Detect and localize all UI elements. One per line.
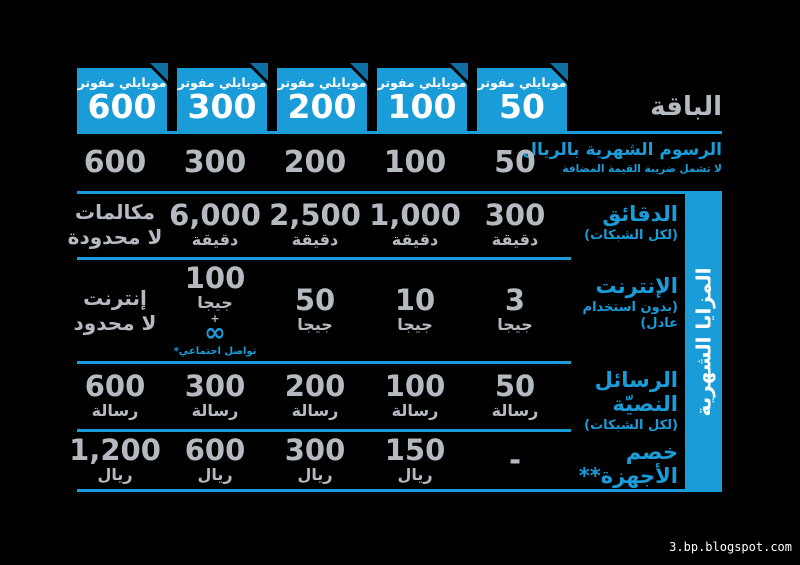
sms-cell-200: 200 رسالة — [284, 368, 346, 420]
plan-tab-200: موبايلي مفوتر 200 — [277, 63, 368, 133]
fees-row-label: الرسوم الشهرية بالريال لا تشمل ضريبة الق… — [522, 140, 722, 176]
plan-number: 200 — [287, 86, 357, 126]
vat-note: لا تشمل ضريبة القيمة المضافة — [562, 163, 722, 176]
sms-cell-300: 300 رسالة — [184, 368, 246, 420]
separator-line — [77, 429, 571, 432]
minutes-cell-50: 300 دقيقة — [484, 197, 546, 249]
infinity-icon: ∞ — [204, 318, 226, 349]
separator-line — [77, 361, 571, 364]
device-cell-600: 1,200 ريال — [69, 433, 161, 485]
monthly-benefits-bar: المزايا الشهرية — [685, 191, 722, 492]
separator-line — [77, 257, 571, 260]
sms-cell-50: 50 رسالة — [491, 368, 539, 420]
separator-line — [77, 489, 685, 492]
plan-number: 300 — [187, 86, 257, 126]
table-title: الباقة — [650, 92, 722, 122]
minutes-cell-600: مكالمات لا محدودة — [67, 200, 163, 249]
device-cell-200: 300 ريال — [284, 433, 346, 485]
separator-line — [77, 131, 722, 134]
device-cell-100: 150 ريال — [384, 433, 446, 485]
fees-cell-50: 50 — [494, 144, 536, 180]
minutes-cell-200: 2,500 دقيقة — [269, 197, 361, 249]
sms-row-label: الرسائل النصيّة (لكل الشبكات) — [584, 368, 678, 434]
sms-cell-100: 100 رسالة — [384, 368, 446, 420]
device-cell-50: - — [508, 443, 522, 477]
minutes-cell-300: 6,000 دقيقة — [169, 197, 261, 249]
internet-cell-100: 10 جيجا — [394, 283, 436, 335]
internet-row-label: الإنترنت (بدون استخدام عادل) — [582, 274, 678, 332]
plan-brand: موبايلي مفوتر — [477, 75, 567, 90]
plan-brand: موبايلي مفوتر — [77, 75, 167, 90]
plan-tab-50: موبايلي مفوتر 50 — [477, 63, 568, 133]
fees-cell-300: 300 — [183, 144, 247, 180]
internet-cell-50: 3 جيجا — [497, 283, 533, 335]
plan-brand: موبايلي مفوتر — [377, 75, 467, 90]
sms-cell-600: 600 رسالة — [84, 368, 146, 420]
plan-tab-100: موبايلي مفوتر 100 — [377, 63, 468, 133]
tab-body: موبايلي مفوتر 600 — [77, 68, 167, 133]
tab-body: موبايلي مفوتر 200 — [277, 68, 367, 133]
plus-sign: + — [210, 312, 220, 326]
internet-cell-300: 100 جيجا + ∞ تواصل اجتماعي* — [173, 261, 257, 357]
device-discount-row-label: خصم الأجهزة** — [578, 440, 678, 489]
plan-tab-600: موبايلي مفوتر 600 — [77, 63, 168, 133]
plan-number: 50 — [499, 86, 545, 126]
plan-tab-300: موبايلي مفوتر 300 — [177, 63, 268, 133]
separator-line — [77, 191, 685, 194]
minutes-cell-100: 1,000 دقيقة — [369, 197, 461, 249]
plan-number: 100 — [387, 86, 457, 126]
fees-cell-600: 600 — [83, 144, 147, 180]
device-cell-300: 600 ريال — [184, 433, 246, 485]
plan-brand: موبايلي مفوتر — [177, 75, 267, 90]
tab-body: موبايلي مفوتر 300 — [177, 68, 267, 133]
internet-cell-600: إنترنت لا محدود — [73, 285, 157, 335]
plan-number: 600 — [87, 86, 157, 126]
monthly-benefits-label: المزايا الشهرية — [691, 266, 716, 417]
tab-body: موبايلي مفوتر 100 — [377, 68, 467, 133]
fees-cell-200: 200 — [283, 144, 347, 180]
tab-body: موبايلي مفوتر 50 — [477, 68, 567, 133]
plan-brand: موبايلي مفوتر — [277, 75, 367, 90]
fees-cell-100: 100 — [383, 144, 447, 180]
minutes-row-label: الدقائق (لكل الشبكات) — [584, 202, 678, 244]
watermark-text: 3.bp.blogspot.com — [669, 540, 792, 554]
internet-cell-200: 50 جيجا — [294, 283, 336, 335]
social-media-note: تواصل اجتماعي* — [173, 345, 257, 357]
